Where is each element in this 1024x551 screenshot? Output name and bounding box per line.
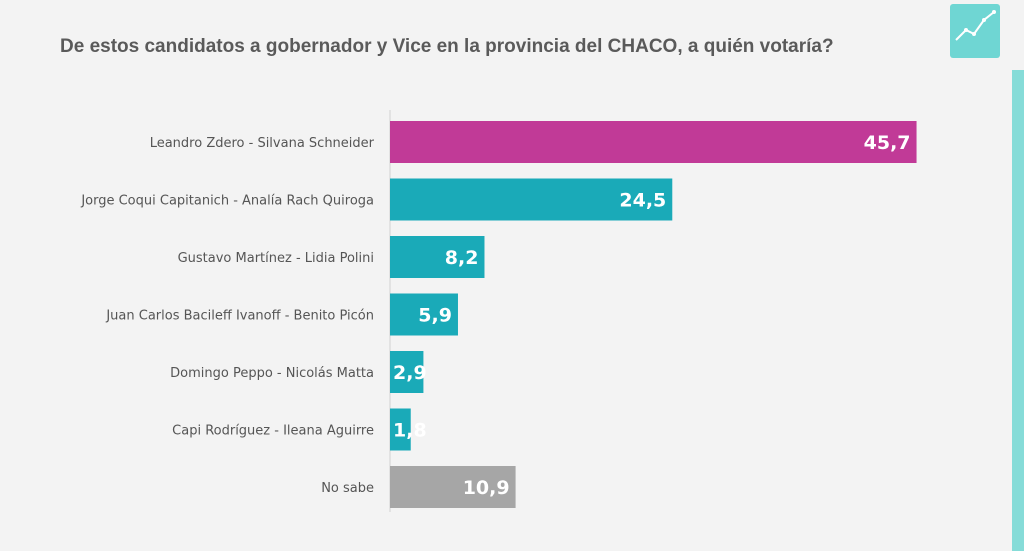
category-label: Gustavo Martínez - Lidia Polini: [178, 251, 374, 266]
category-label: No sabe: [321, 481, 374, 496]
chart-title: De estos candidatos a gobernador y Vice …: [60, 36, 834, 57]
category-label: Leandro Zdero - Silvana Schneider: [150, 136, 375, 151]
brand-logo: [950, 4, 1000, 58]
accent-side-bar: [1012, 70, 1024, 551]
category-label: Domingo Peppo - Nicolás Matta: [170, 366, 374, 381]
value-label: 45,7: [864, 132, 911, 154]
category-label: Jorge Coqui Capitanich - Analía Rach Qui…: [80, 194, 374, 209]
value-label: 8,2: [445, 247, 479, 269]
bar: [390, 408, 411, 451]
value-label: 5,9: [418, 305, 452, 327]
value-label: 24,5: [619, 190, 666, 212]
value-label: 2,9: [393, 362, 427, 384]
category-label: Juan Carlos Bacileff Ivanoff - Benito Pi…: [105, 309, 374, 324]
trend-chart-icon: [955, 10, 996, 41]
bar: [390, 466, 516, 508]
value-label: 10,9: [463, 477, 510, 499]
bar: [390, 351, 424, 393]
value-label: 1,8: [393, 420, 427, 442]
bar: [390, 293, 458, 336]
category-label: Capi Rodríguez - Ileana Aguirre: [172, 424, 374, 439]
bar: [390, 121, 917, 163]
bar: [390, 236, 485, 278]
bar: [390, 178, 673, 221]
